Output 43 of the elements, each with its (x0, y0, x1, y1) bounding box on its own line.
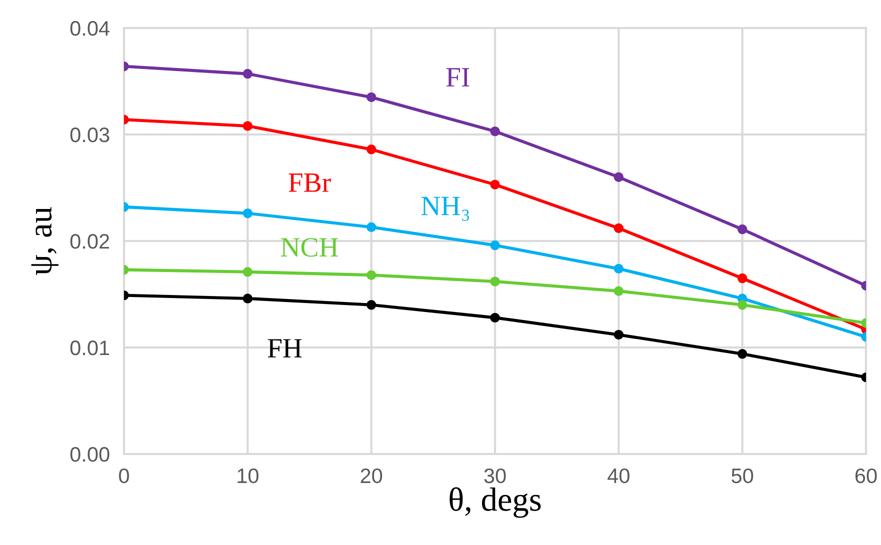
x-tick-label: 30 (484, 468, 506, 484)
point (614, 264, 624, 274)
point (366, 92, 376, 102)
point (242, 294, 253, 304)
x-tick-label: 0 (119, 468, 129, 484)
x-tick-label: 10 (238, 468, 258, 484)
point (614, 172, 624, 182)
point (242, 121, 253, 131)
x-tick-label: 60 (855, 468, 877, 484)
point (737, 349, 748, 359)
x-axis-title: θ, degs (450, 487, 541, 518)
y-tick-label: 0.02 (70, 234, 110, 249)
point (366, 300, 376, 310)
point (614, 330, 624, 340)
series-label: FBr (288, 174, 331, 192)
point (614, 223, 624, 234)
point (366, 270, 376, 280)
y-tick-label: 0.01 (70, 340, 110, 356)
series-label: NCH (280, 238, 338, 257)
point (366, 222, 376, 232)
x-tick-label: 50 (732, 468, 754, 484)
x-tick-label: 20 (360, 468, 382, 484)
x-tick-label: 40 (608, 468, 630, 484)
point (614, 286, 624, 296)
y-tick-label: 0.04 (70, 21, 110, 36)
point (737, 300, 748, 310)
point (490, 312, 500, 323)
point (737, 224, 748, 234)
point (242, 267, 253, 277)
series-label: FH (268, 339, 302, 358)
point (490, 240, 500, 250)
series-label: FI (446, 68, 470, 86)
point (242, 68, 253, 79)
y-axis-title: ψ, au (31, 207, 58, 276)
point (242, 208, 253, 218)
point (490, 126, 500, 136)
point (490, 180, 500, 190)
point (366, 144, 376, 154)
y-tick-label: 0.00 (70, 447, 110, 462)
y-tick-label: 0.03 (70, 128, 110, 142)
point (737, 273, 748, 284)
point (490, 276, 500, 286)
series-label: NH₃ (421, 196, 470, 221)
